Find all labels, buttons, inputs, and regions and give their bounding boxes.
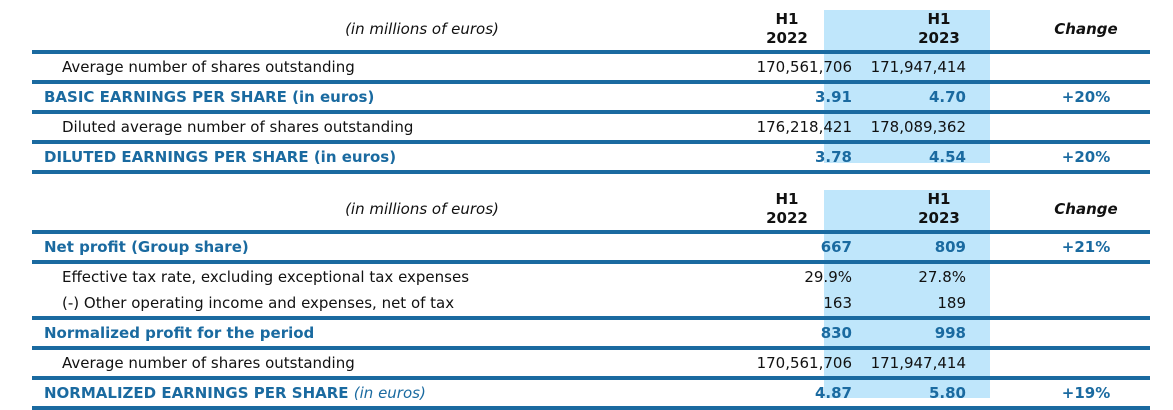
col-header-2022: H1 2022: [766, 10, 808, 47]
table-row: Diluted average number of shares outstan…: [32, 110, 1150, 140]
table-row-normalized-profit: Normalized profit for the period 830 998: [32, 316, 1150, 346]
table-bottom-rule: [32, 406, 1150, 410]
table-row: Average number of shares outstanding 170…: [32, 346, 1150, 376]
table-row-basic-eps: BASIC EARNINGS PER SHARE (in euros) 3.91…: [32, 80, 1150, 110]
col-header-change: Change: [1054, 20, 1118, 38]
table-header: (in millions of euros) H1 2022 H1 2023 Cha…: [32, 0, 1150, 50]
col-header-change: Change: [1054, 200, 1118, 218]
eps-table: (in millions of euros) H1 2022 H1 2023 Cha…: [32, 0, 1150, 174]
table-row-diluted-eps: DILUTED EARNINGS PER SHARE (in euros) 3.…: [32, 140, 1150, 170]
table-row-net-profit: Net profit (Group share) 667 809 +21%: [32, 230, 1150, 260]
col-header-2022: H1 2022: [766, 190, 808, 227]
highlight-column-2023: [824, 10, 990, 163]
unit-label: (in millions of euros): [345, 20, 499, 38]
table-row: (-) Other operating income and expenses,…: [62, 294, 966, 312]
highlight-column-2023: [824, 190, 990, 398]
table-row-normalized-eps: NORMALIZED EARNINGS PER SHARE (in euros)…: [32, 376, 1150, 406]
table-row: Average number of shares outstanding 170…: [32, 50, 1150, 80]
col-header-2023: H1 2023: [918, 190, 960, 227]
col-header-2023: H1 2023: [918, 10, 960, 47]
table-bottom-rule: [32, 170, 1150, 174]
table-row: Effective tax rate, excluding exceptiona…: [32, 260, 1150, 290]
table-header: (in millions of euros) H1 2022 H1 2023 Cha…: [32, 180, 1150, 230]
unit-label: (in millions of euros): [345, 200, 499, 218]
normalized-eps-table: (in millions of euros) H1 2022 H1 2023 Cha…: [32, 180, 1150, 410]
